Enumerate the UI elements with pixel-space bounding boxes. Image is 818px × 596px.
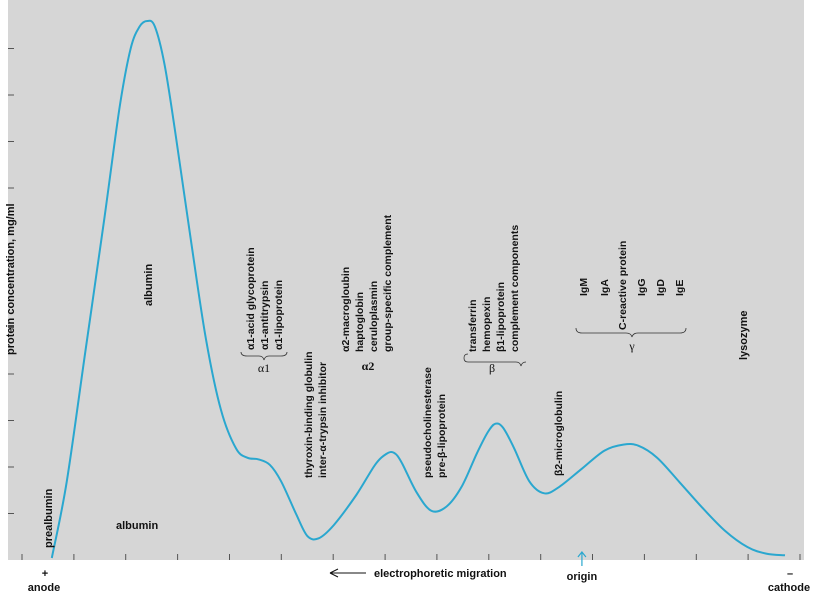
alpha1-item: α1-antitrypsin	[259, 281, 271, 350]
plot-background	[8, 0, 804, 560]
cathode-label: cathode	[768, 582, 810, 594]
cathode-sign: –	[787, 568, 793, 580]
protein-concentration-curve	[50, 19, 786, 559]
alpha1-group-label: α1	[258, 361, 270, 375]
ticks-layer	[8, 48, 801, 560]
gamma-item: IgM	[578, 278, 590, 296]
pseudo-label: pseudocholinesterase	[422, 367, 434, 478]
alpha2-item: ceruloplasmin	[368, 281, 380, 352]
prealbumin-label: prealbumin	[43, 488, 55, 548]
gamma-item: IgE	[674, 280, 686, 296]
gamma-brace	[575, 327, 687, 338]
thyroxin-label: inter-α-trypsin inhibitor	[317, 362, 329, 478]
gamma-item: C-reactive protein	[617, 241, 629, 330]
gamma-item: IgA	[599, 279, 611, 296]
alpha1-brace	[240, 351, 288, 361]
alpha2-item: group-specific complement	[382, 214, 394, 352]
gamma-group-label: γ	[628, 339, 635, 353]
albumin-label-bottom: albumin	[116, 520, 158, 532]
origin-label: origin	[567, 571, 598, 583]
anode-sign: +	[42, 568, 48, 580]
beta-brace	[463, 353, 527, 367]
y-axis-label: protein concentration, mg/ml	[5, 203, 17, 355]
thyroxin-label: thyroxin-binding globulin	[303, 351, 315, 478]
beta2-label: β2-microglobulin	[553, 391, 565, 476]
pseudo-label: pre-β-lipoprotein	[436, 394, 448, 478]
anode-label: anode	[28, 582, 60, 594]
origin-arrow-head	[577, 551, 587, 558]
beta-item: transferrin	[467, 299, 479, 352]
alpha2-item: α2-macrogloubin	[340, 267, 352, 352]
x-axis-label: electrophoretic migration	[374, 568, 507, 580]
alpha2-group-label: α2	[362, 359, 375, 373]
beta-item: complement components	[509, 225, 521, 352]
alpha2-item: haptoglobin	[354, 292, 366, 352]
alpha1-item: α1-lipoprotein	[273, 280, 285, 350]
gamma-item: IgD	[655, 279, 667, 296]
gamma-item: IgG	[636, 279, 648, 297]
alpha1-item: α1-acid glycoprotein	[245, 247, 257, 350]
albumin-label-top: albumin	[143, 264, 155, 306]
beta-item: hemopexin	[481, 297, 493, 352]
lysozyme-label: lysozyme	[738, 310, 750, 360]
beta-item: β1-lipoprotein	[495, 282, 507, 352]
beta-group-label: β	[489, 361, 495, 375]
origin-marker: origin	[567, 551, 598, 583]
migration-arrow-head	[329, 568, 339, 578]
